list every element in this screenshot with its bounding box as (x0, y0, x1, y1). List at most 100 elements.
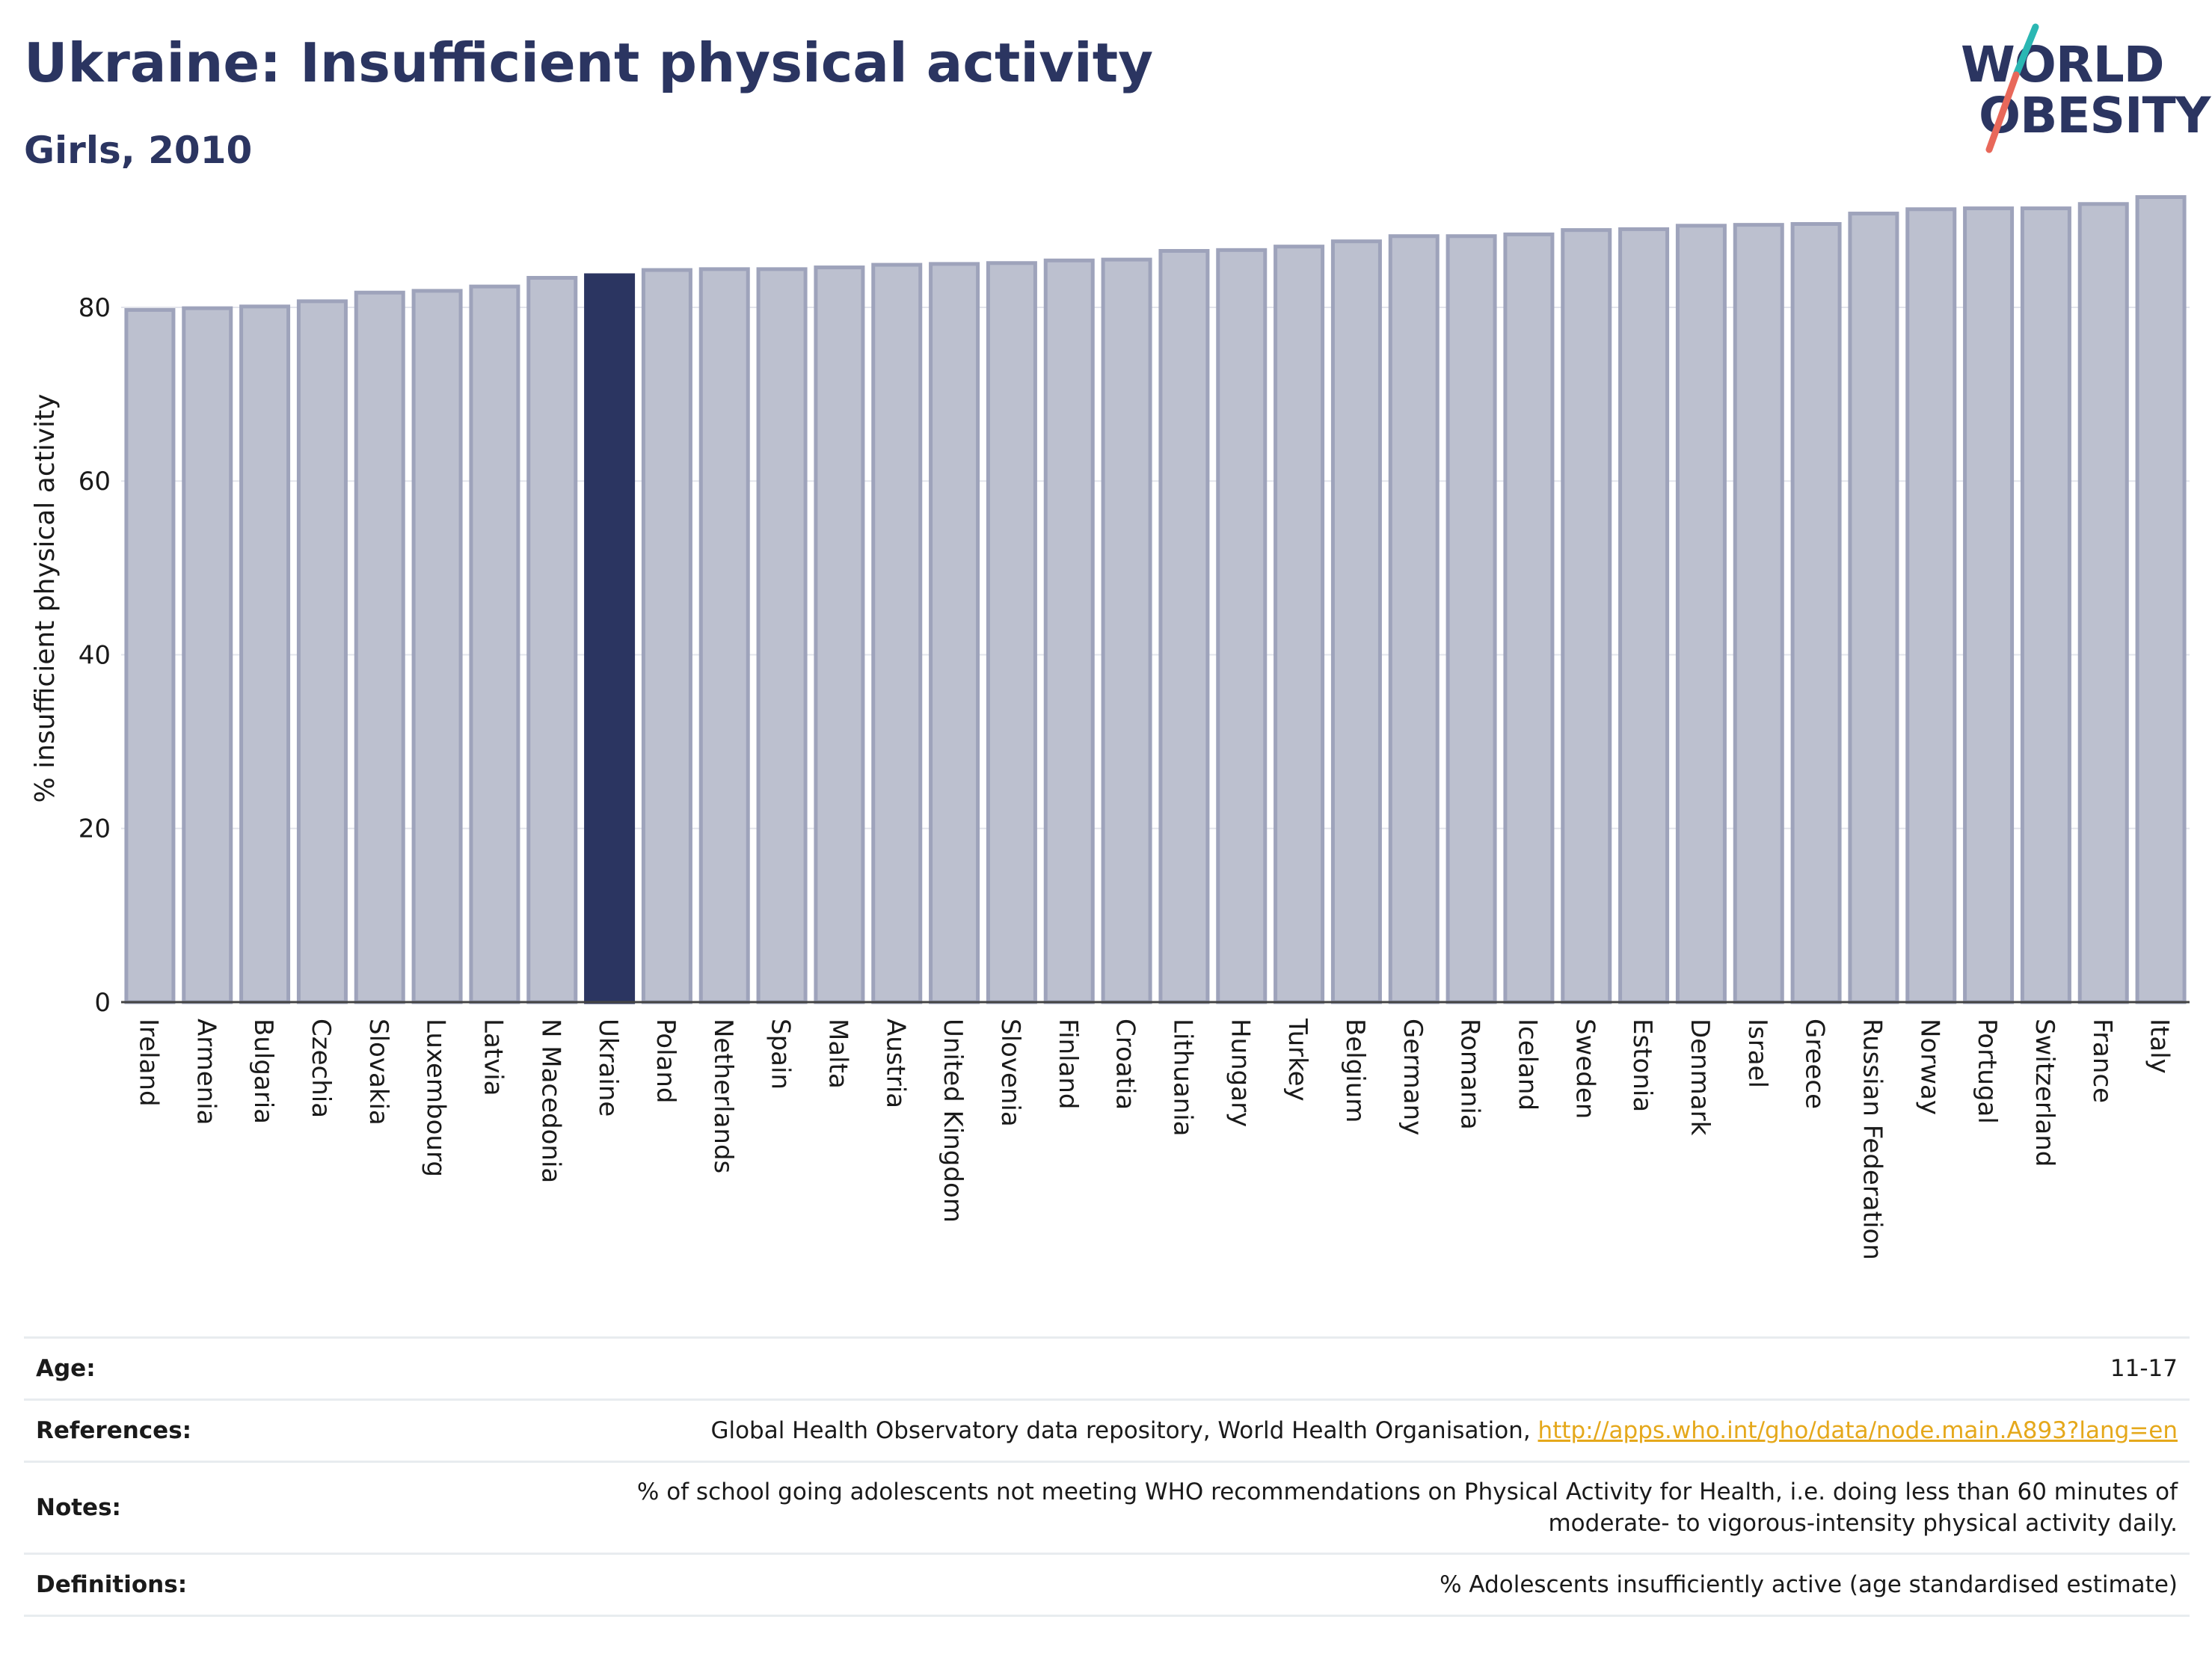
references-value: Global Health Observatory data repositor… (710, 1415, 2178, 1446)
bar-chart: 0 20 40 60 80 Ireland Armenia Bulgaria Czechia S… (30, 194, 2190, 1260)
x-tick-label: Lithuania (1167, 1019, 1197, 1136)
age-label: Age: (36, 1355, 96, 1382)
x-tick-label: N Macedonia (535, 1019, 565, 1183)
bar-armenia (182, 306, 233, 1004)
bar-romania (1446, 234, 1497, 1004)
definitions-value: % Adolescents insufficiently active (age… (1440, 1571, 2178, 1598)
y-axis-ticks: 0 20 40 60 80 (79, 293, 111, 1018)
x-tick-label: Germany (1398, 1019, 1428, 1135)
bar-italy (2135, 194, 2187, 1004)
x-tick-label: Iceland (1512, 1019, 1542, 1111)
x-tick-label: Russian Federation (1857, 1019, 1887, 1260)
bar-estonia (1618, 227, 1670, 1004)
x-tick-label: Greece (1800, 1019, 1830, 1109)
notes-value: % of school going adolescents not meetin… (637, 1476, 2178, 1539)
bar-belgium (1330, 239, 1382, 1004)
x-tick-label: Austria (880, 1019, 910, 1108)
x-tick-label: Luxembourg (421, 1019, 451, 1177)
bar-austria (871, 262, 923, 1004)
x-tick-label: Finland (1053, 1019, 1083, 1110)
bar-greece (1790, 221, 1842, 1004)
info-row-age: Age: 11-17 (24, 1336, 2190, 1398)
info-table: Age: 11-17 References: Global Health Obs… (24, 1336, 2190, 1617)
x-tick-label: Croatia (1110, 1019, 1140, 1110)
x-tick-label: Switzerland (2030, 1019, 2059, 1167)
bar-luxembourg (411, 289, 463, 1004)
references-label: References: (36, 1417, 192, 1444)
bar-iceland (1503, 232, 1555, 1004)
x-tick-label: Slovenia (995, 1019, 1025, 1127)
logo-slash-icon (1985, 23, 2039, 153)
x-tick-label: Israel (1742, 1019, 1772, 1088)
bar-israel (1733, 223, 1784, 1004)
definitions-label: Definitions: (36, 1571, 188, 1598)
bar-denmark (1675, 224, 1727, 1004)
chart-subtitle: Girls, 2010 (24, 129, 253, 172)
x-tick-label: Romania (1455, 1019, 1485, 1130)
x-tick-label: Ireland (133, 1019, 163, 1107)
references-link[interactable]: http://apps.who.int/gho/data/node.main.A… (1537, 1417, 2178, 1444)
references-text: Global Health Observatory data repositor… (710, 1417, 1538, 1444)
y-tick-label: 20 (79, 814, 111, 844)
bar-finland (1043, 258, 1095, 1004)
x-tick-label: Poland (651, 1019, 681, 1104)
logo-text-line2: OBESITY (1979, 87, 2211, 144)
x-tick-label: Czechia (306, 1019, 336, 1118)
x-tick-label: Estonia (1627, 1019, 1657, 1112)
bar-netherlands (698, 267, 750, 1004)
bar-poland (641, 268, 692, 1004)
info-row-references: References: Global Health Observatory da… (24, 1398, 2190, 1461)
bar-latvia (469, 284, 520, 1004)
bar-slovakia (354, 290, 405, 1004)
bar-hungary (1216, 248, 1268, 1004)
x-tick-label: Hungary (1225, 1019, 1255, 1127)
bar-czechia (296, 299, 348, 1004)
bar-bulgaria (239, 304, 291, 1004)
x-tick-label: Netherlands (708, 1019, 738, 1173)
bar-slovenia (986, 261, 1037, 1004)
x-tick-label: Turkey (1282, 1018, 1312, 1102)
bar-france (2077, 202, 2129, 1004)
bar-united-kingdom (929, 262, 980, 1004)
info-row-notes: Notes: % of school going adolescents not… (24, 1461, 2190, 1553)
logo-text-line1: WORLD (1961, 36, 2165, 93)
bar-turkey (1274, 245, 1325, 1004)
bar-russian-federation (1848, 212, 1899, 1004)
x-tick-label: Sweden (1570, 1019, 1600, 1119)
bar-croatia (1101, 257, 1152, 1004)
x-tick-label: Ukraine (593, 1019, 623, 1117)
bar-n-macedonia (526, 275, 578, 1004)
notes-line1: % of school going adolescents not meetin… (636, 1479, 2178, 1505)
world-obesity-logo: WORLD OBESITY (1952, 21, 2211, 156)
notes-label: Notes: (36, 1494, 121, 1521)
bar-norway (1905, 207, 1957, 1004)
x-axis-ticks: Ireland Armenia Bulgaria Czechia Slovakia Lux… (133, 1018, 2174, 1260)
bar-switzerland (2020, 206, 2071, 1004)
x-tick-label: Belgium (1340, 1019, 1370, 1123)
x-tick-label: Latvia (478, 1019, 508, 1096)
x-tick-label: Armenia (191, 1019, 221, 1126)
y-tick-label: 80 (79, 293, 111, 323)
info-row-definitions: Definitions: % Adolescents insufficientl… (24, 1553, 2190, 1617)
y-tick-label: 0 (94, 988, 111, 1018)
age-value: 11-17 (2110, 1355, 2178, 1382)
bars (124, 194, 2187, 1004)
x-tick-label: Italy (2145, 1019, 2175, 1074)
bar-sweden (1561, 228, 1612, 1004)
bar-ireland (124, 307, 176, 1004)
bar-portugal (1963, 206, 2015, 1004)
bar-germany (1388, 234, 1440, 1004)
bar-spain (756, 267, 808, 1004)
x-tick-label: United Kingdom (938, 1019, 968, 1223)
notes-line2: moderate- to vigorous-intensity physical… (1548, 1510, 2178, 1537)
x-tick-label: Norway (1914, 1019, 1944, 1115)
y-axis-label: % insufficient physical activity (30, 394, 61, 803)
x-tick-label: France (2087, 1019, 2117, 1103)
bar-lithuania (1158, 248, 1210, 1004)
bar-ukraine (584, 273, 636, 1004)
x-tick-label: Spain (766, 1019, 796, 1090)
x-tick-label: Malta (823, 1019, 852, 1089)
y-tick-label: 60 (79, 467, 111, 497)
bar-malta (814, 265, 865, 1004)
y-tick-label: 40 (79, 640, 111, 670)
